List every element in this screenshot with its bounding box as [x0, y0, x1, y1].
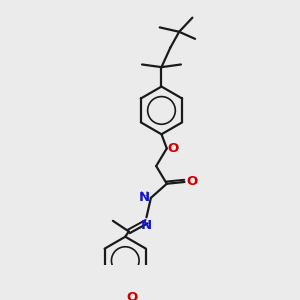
- Text: O: O: [168, 142, 179, 155]
- Text: N: N: [139, 191, 150, 204]
- Text: H: H: [140, 190, 148, 203]
- Text: O: O: [186, 175, 197, 188]
- Text: N: N: [141, 219, 152, 232]
- Text: O: O: [126, 291, 137, 300]
